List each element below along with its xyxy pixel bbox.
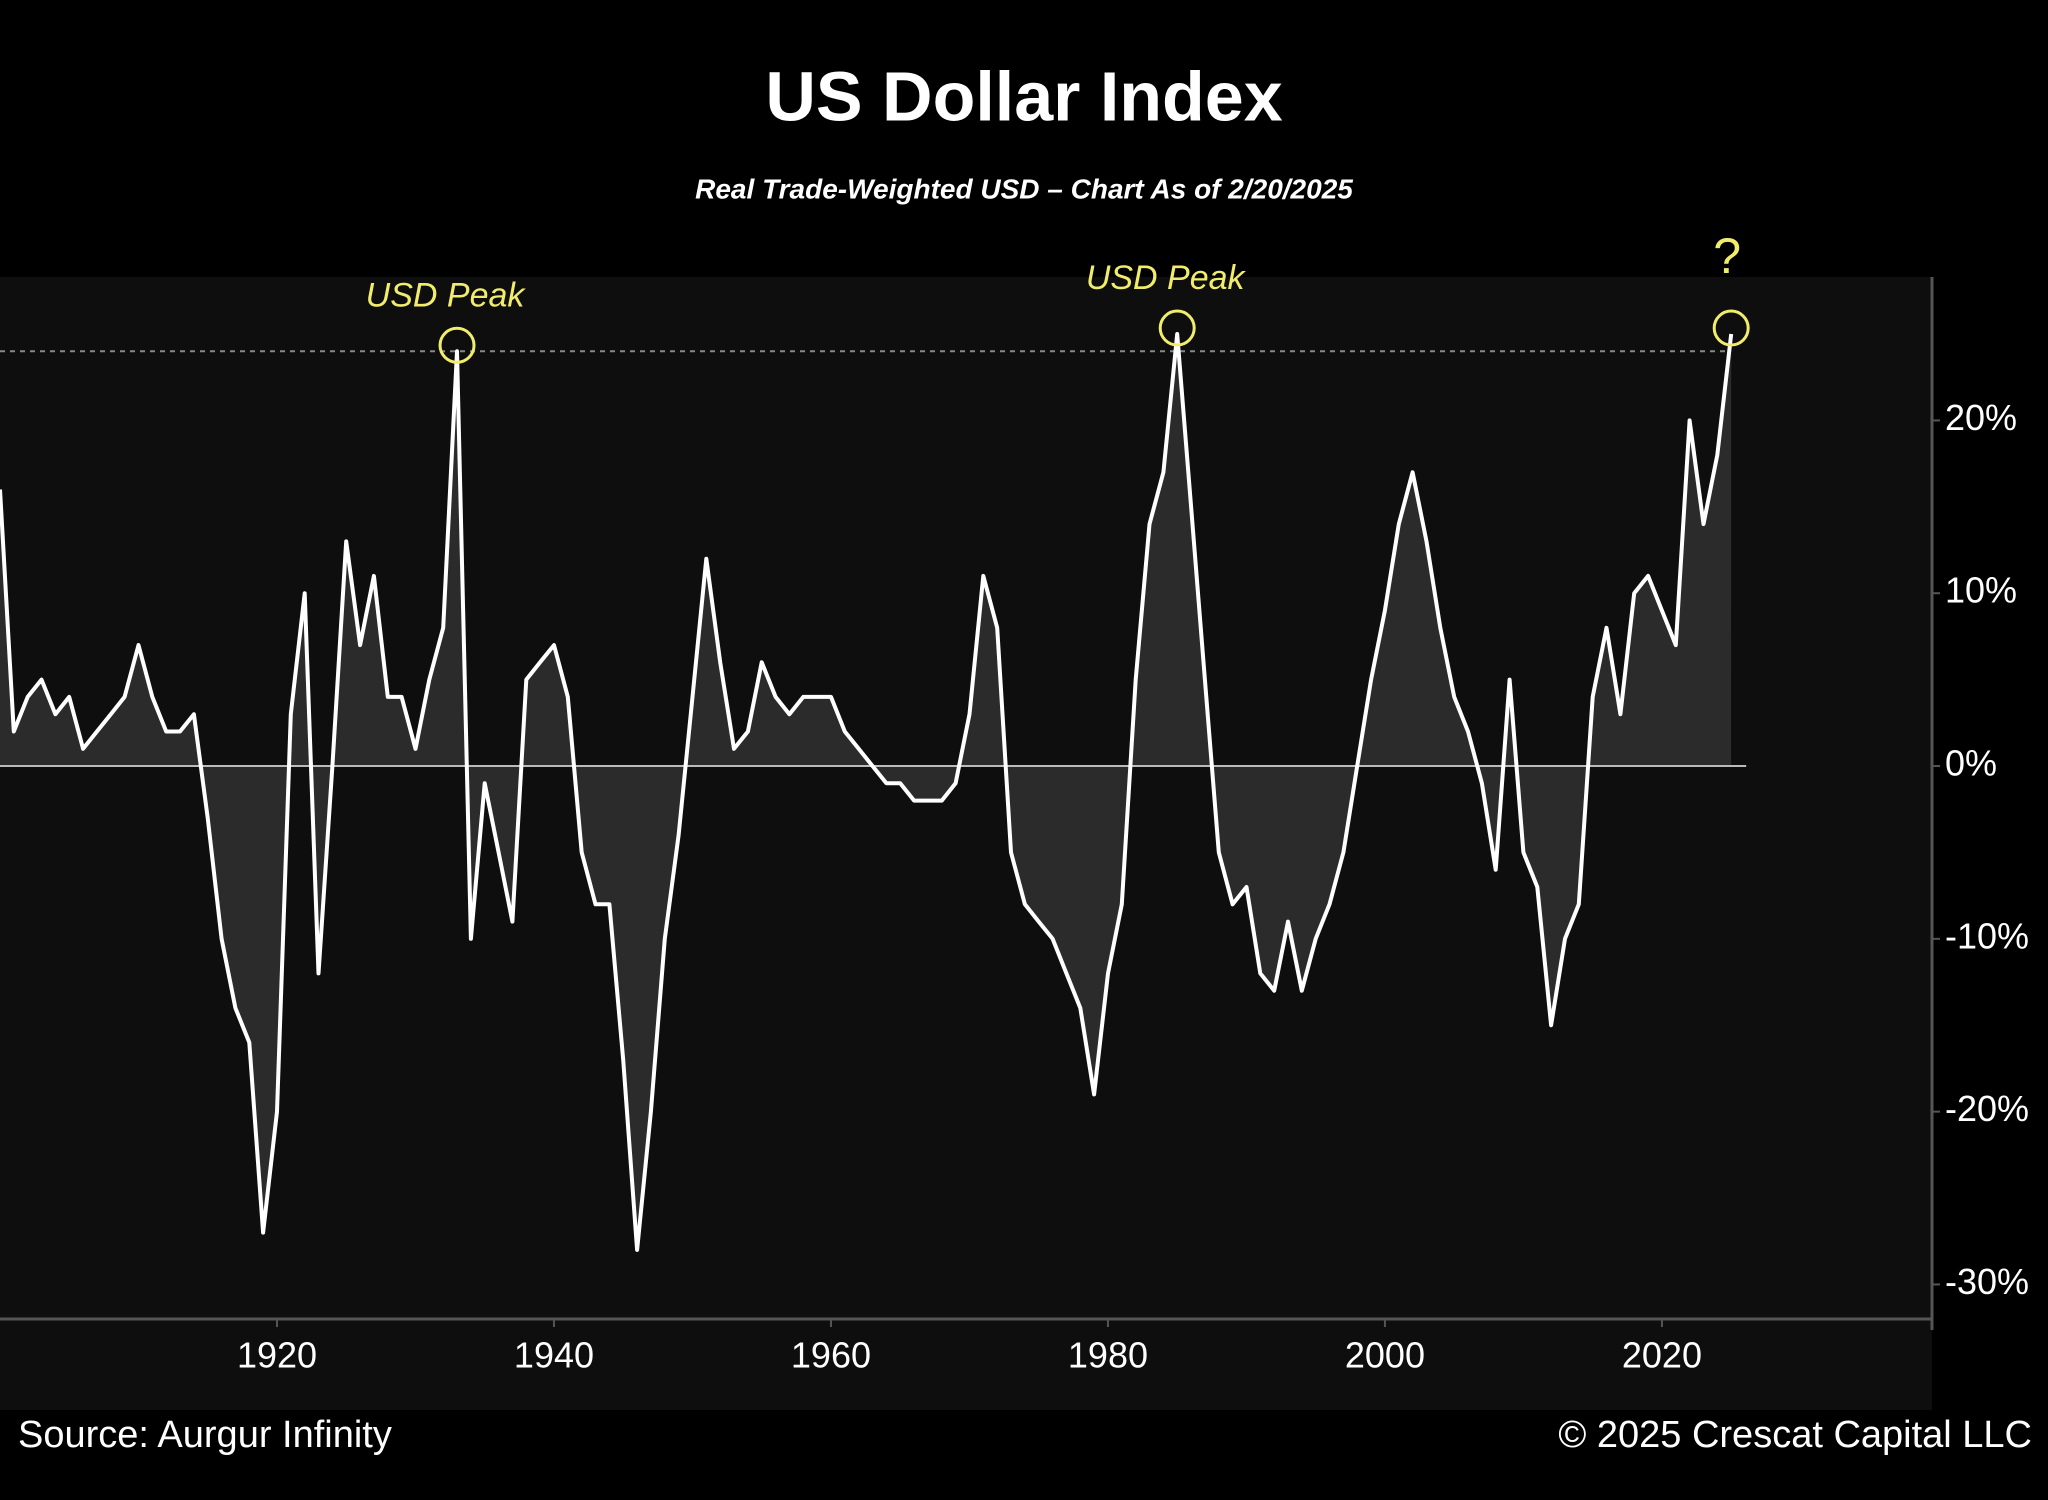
x-tick-label: 2000 xyxy=(1345,1335,1425,1376)
copyright: © 2025 Crescat Capital LLC xyxy=(1558,1414,2032,1456)
annotation-label: ? xyxy=(1713,228,1741,284)
line xyxy=(0,332,1734,1252)
x-tick-label: 1960 xyxy=(791,1335,871,1376)
source: Source: Aurgur Infinity xyxy=(18,1414,392,1456)
y-tick-label: -20% xyxy=(1945,1088,2029,1129)
annotation-label: USD Peak xyxy=(366,276,527,314)
chart-title: US Dollar Index xyxy=(765,57,1282,135)
annotation-label: USD Peak xyxy=(1086,259,1247,297)
x-tick-label: 1980 xyxy=(1068,1335,1148,1376)
x-tick-label: 1940 xyxy=(514,1335,594,1376)
y-tick-label: 0% xyxy=(1945,743,1997,784)
plot-background xyxy=(0,277,1932,1410)
chart-subtitle: Real Trade-Weighted USD – Chart As of 2/… xyxy=(695,173,1353,204)
x-tick-label: 1920 xyxy=(237,1335,317,1376)
annotation-circle xyxy=(1158,309,1196,347)
y-tick-label: -10% xyxy=(1945,915,2029,956)
y-tick-label: -30% xyxy=(1945,1261,2029,1302)
annotation-circle xyxy=(438,326,476,364)
y-tick-label: 20% xyxy=(1945,397,2017,438)
x-tick-label: 2020 xyxy=(1622,1335,1702,1376)
annotation-circle xyxy=(1712,309,1750,347)
y-tick-label: 10% xyxy=(1945,570,2017,611)
